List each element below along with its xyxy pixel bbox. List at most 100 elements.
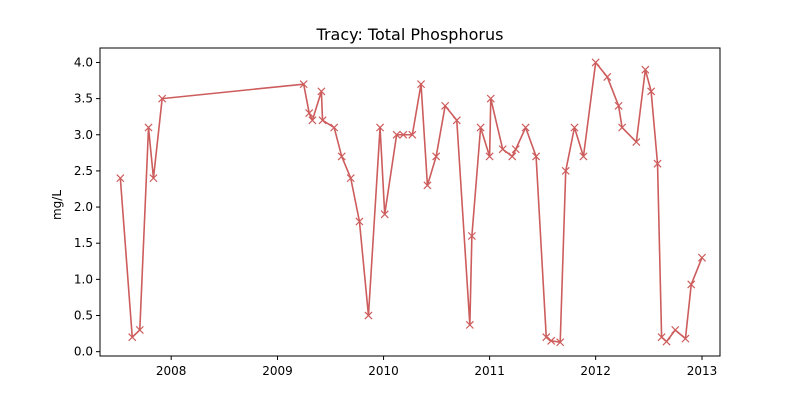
data-point-marker xyxy=(641,65,650,74)
data-point-marker xyxy=(299,80,308,89)
data-point-marker xyxy=(485,152,494,161)
marker-stroke xyxy=(547,336,556,345)
marker-stroke xyxy=(498,145,507,154)
data-point-marker xyxy=(498,145,507,154)
marker-stroke xyxy=(614,101,623,110)
marker-stroke xyxy=(508,152,517,161)
x-tick-label: 2011 xyxy=(474,364,505,378)
data-point-marker xyxy=(561,166,570,175)
marker-stroke xyxy=(632,137,641,147)
data-point-marker xyxy=(570,123,579,132)
marker-stroke xyxy=(561,166,570,175)
data-point-marker xyxy=(318,116,327,125)
marker-stroke xyxy=(364,311,373,320)
marker-stroke xyxy=(542,333,551,342)
data-point-marker xyxy=(135,325,144,334)
x-tick-label: 2009 xyxy=(262,364,293,378)
plot-frame xyxy=(99,47,721,357)
data-point-marker xyxy=(618,123,627,132)
data-point-marker xyxy=(355,217,364,226)
marker-stroke xyxy=(591,58,600,67)
marker-stroke xyxy=(355,217,364,226)
marker-stroke xyxy=(556,338,565,347)
marker-stroke xyxy=(408,130,417,139)
marker-stroke xyxy=(399,130,408,139)
data-point-marker xyxy=(671,325,680,334)
data-point-marker xyxy=(392,130,401,139)
data-point-marker xyxy=(364,311,373,320)
data-point-marker xyxy=(116,174,125,183)
data-point-marker xyxy=(647,87,656,96)
y-tick-label: 3.0 xyxy=(74,128,93,142)
data-point-marker xyxy=(376,123,385,132)
series-line xyxy=(119,61,703,344)
data-point-marker xyxy=(542,333,551,342)
data-point-marker xyxy=(614,101,623,110)
data-point-marker xyxy=(149,174,158,183)
data-point-marker xyxy=(423,181,432,190)
y-tick-label: 3.5 xyxy=(74,92,93,106)
marker-stroke xyxy=(681,334,690,343)
marker-stroke xyxy=(647,87,656,96)
marker-stroke xyxy=(346,174,355,183)
marker-stroke xyxy=(417,80,426,89)
y-tick-label: 0.5 xyxy=(74,309,93,323)
marker-stroke xyxy=(308,116,317,125)
data-point-marker xyxy=(399,130,408,139)
marker-stroke xyxy=(380,210,389,219)
data-point-marker xyxy=(467,231,476,241)
marker-stroke xyxy=(452,116,461,125)
data-point-marker xyxy=(452,116,461,125)
marker-stroke xyxy=(305,109,314,118)
marker-stroke xyxy=(570,123,579,132)
data-point-marker xyxy=(417,80,426,89)
data-point-marker xyxy=(305,109,314,118)
marker-stroke xyxy=(657,333,666,342)
data-point-marker xyxy=(697,253,707,262)
data-point-marker xyxy=(632,137,641,147)
data-point-marker xyxy=(521,123,530,132)
chart-title: Tracy: Total Phosphorus xyxy=(316,25,504,44)
marker-stroke xyxy=(521,123,530,132)
marker-stroke xyxy=(135,325,144,334)
y-tick-label: 0.0 xyxy=(74,345,93,359)
y-tick-label: 1.0 xyxy=(74,272,93,286)
marker-stroke xyxy=(144,123,153,132)
data-point-marker xyxy=(476,123,485,132)
data-point-marker xyxy=(508,152,517,161)
data-point-marker xyxy=(346,174,355,183)
axes-layer: 2008 2009 2010 2011 2012 2013 0.0 0.5 1.0 1.5 2.0 2… xyxy=(74,55,717,378)
data-point-marker xyxy=(532,152,541,161)
y-tick-label: 1.5 xyxy=(74,236,93,250)
marker-stroke xyxy=(476,123,485,132)
marker-stroke xyxy=(532,152,541,161)
y-tick-label: 4.0 xyxy=(74,55,93,69)
y-axis-label: mg/L xyxy=(50,190,64,220)
marker-stroke xyxy=(511,145,520,154)
marker-stroke xyxy=(149,174,158,183)
marker-stroke xyxy=(641,65,650,74)
marker-stroke xyxy=(467,231,476,241)
marker-stroke xyxy=(618,123,627,132)
marker-stroke xyxy=(330,123,339,132)
data-point-marker xyxy=(128,333,137,342)
marker-stroke xyxy=(392,130,401,139)
data-point-marker xyxy=(337,152,346,161)
marker-stroke xyxy=(485,152,494,161)
marker-stroke xyxy=(318,116,327,125)
data-point-marker xyxy=(317,87,326,96)
data-point-marker xyxy=(408,130,417,139)
marker-stroke xyxy=(486,94,495,103)
data-point-marker xyxy=(465,320,474,329)
marker-stroke xyxy=(299,80,308,89)
data-point-marker xyxy=(511,145,520,154)
marker-stroke xyxy=(337,152,346,161)
x-tick-label: 2012 xyxy=(580,364,611,378)
marker-stroke xyxy=(116,174,125,183)
data-point-marker xyxy=(158,94,167,103)
data-point-marker xyxy=(441,101,450,110)
data-point-marker xyxy=(687,280,696,289)
marker-stroke xyxy=(423,181,432,190)
data-point-marker xyxy=(653,159,662,168)
